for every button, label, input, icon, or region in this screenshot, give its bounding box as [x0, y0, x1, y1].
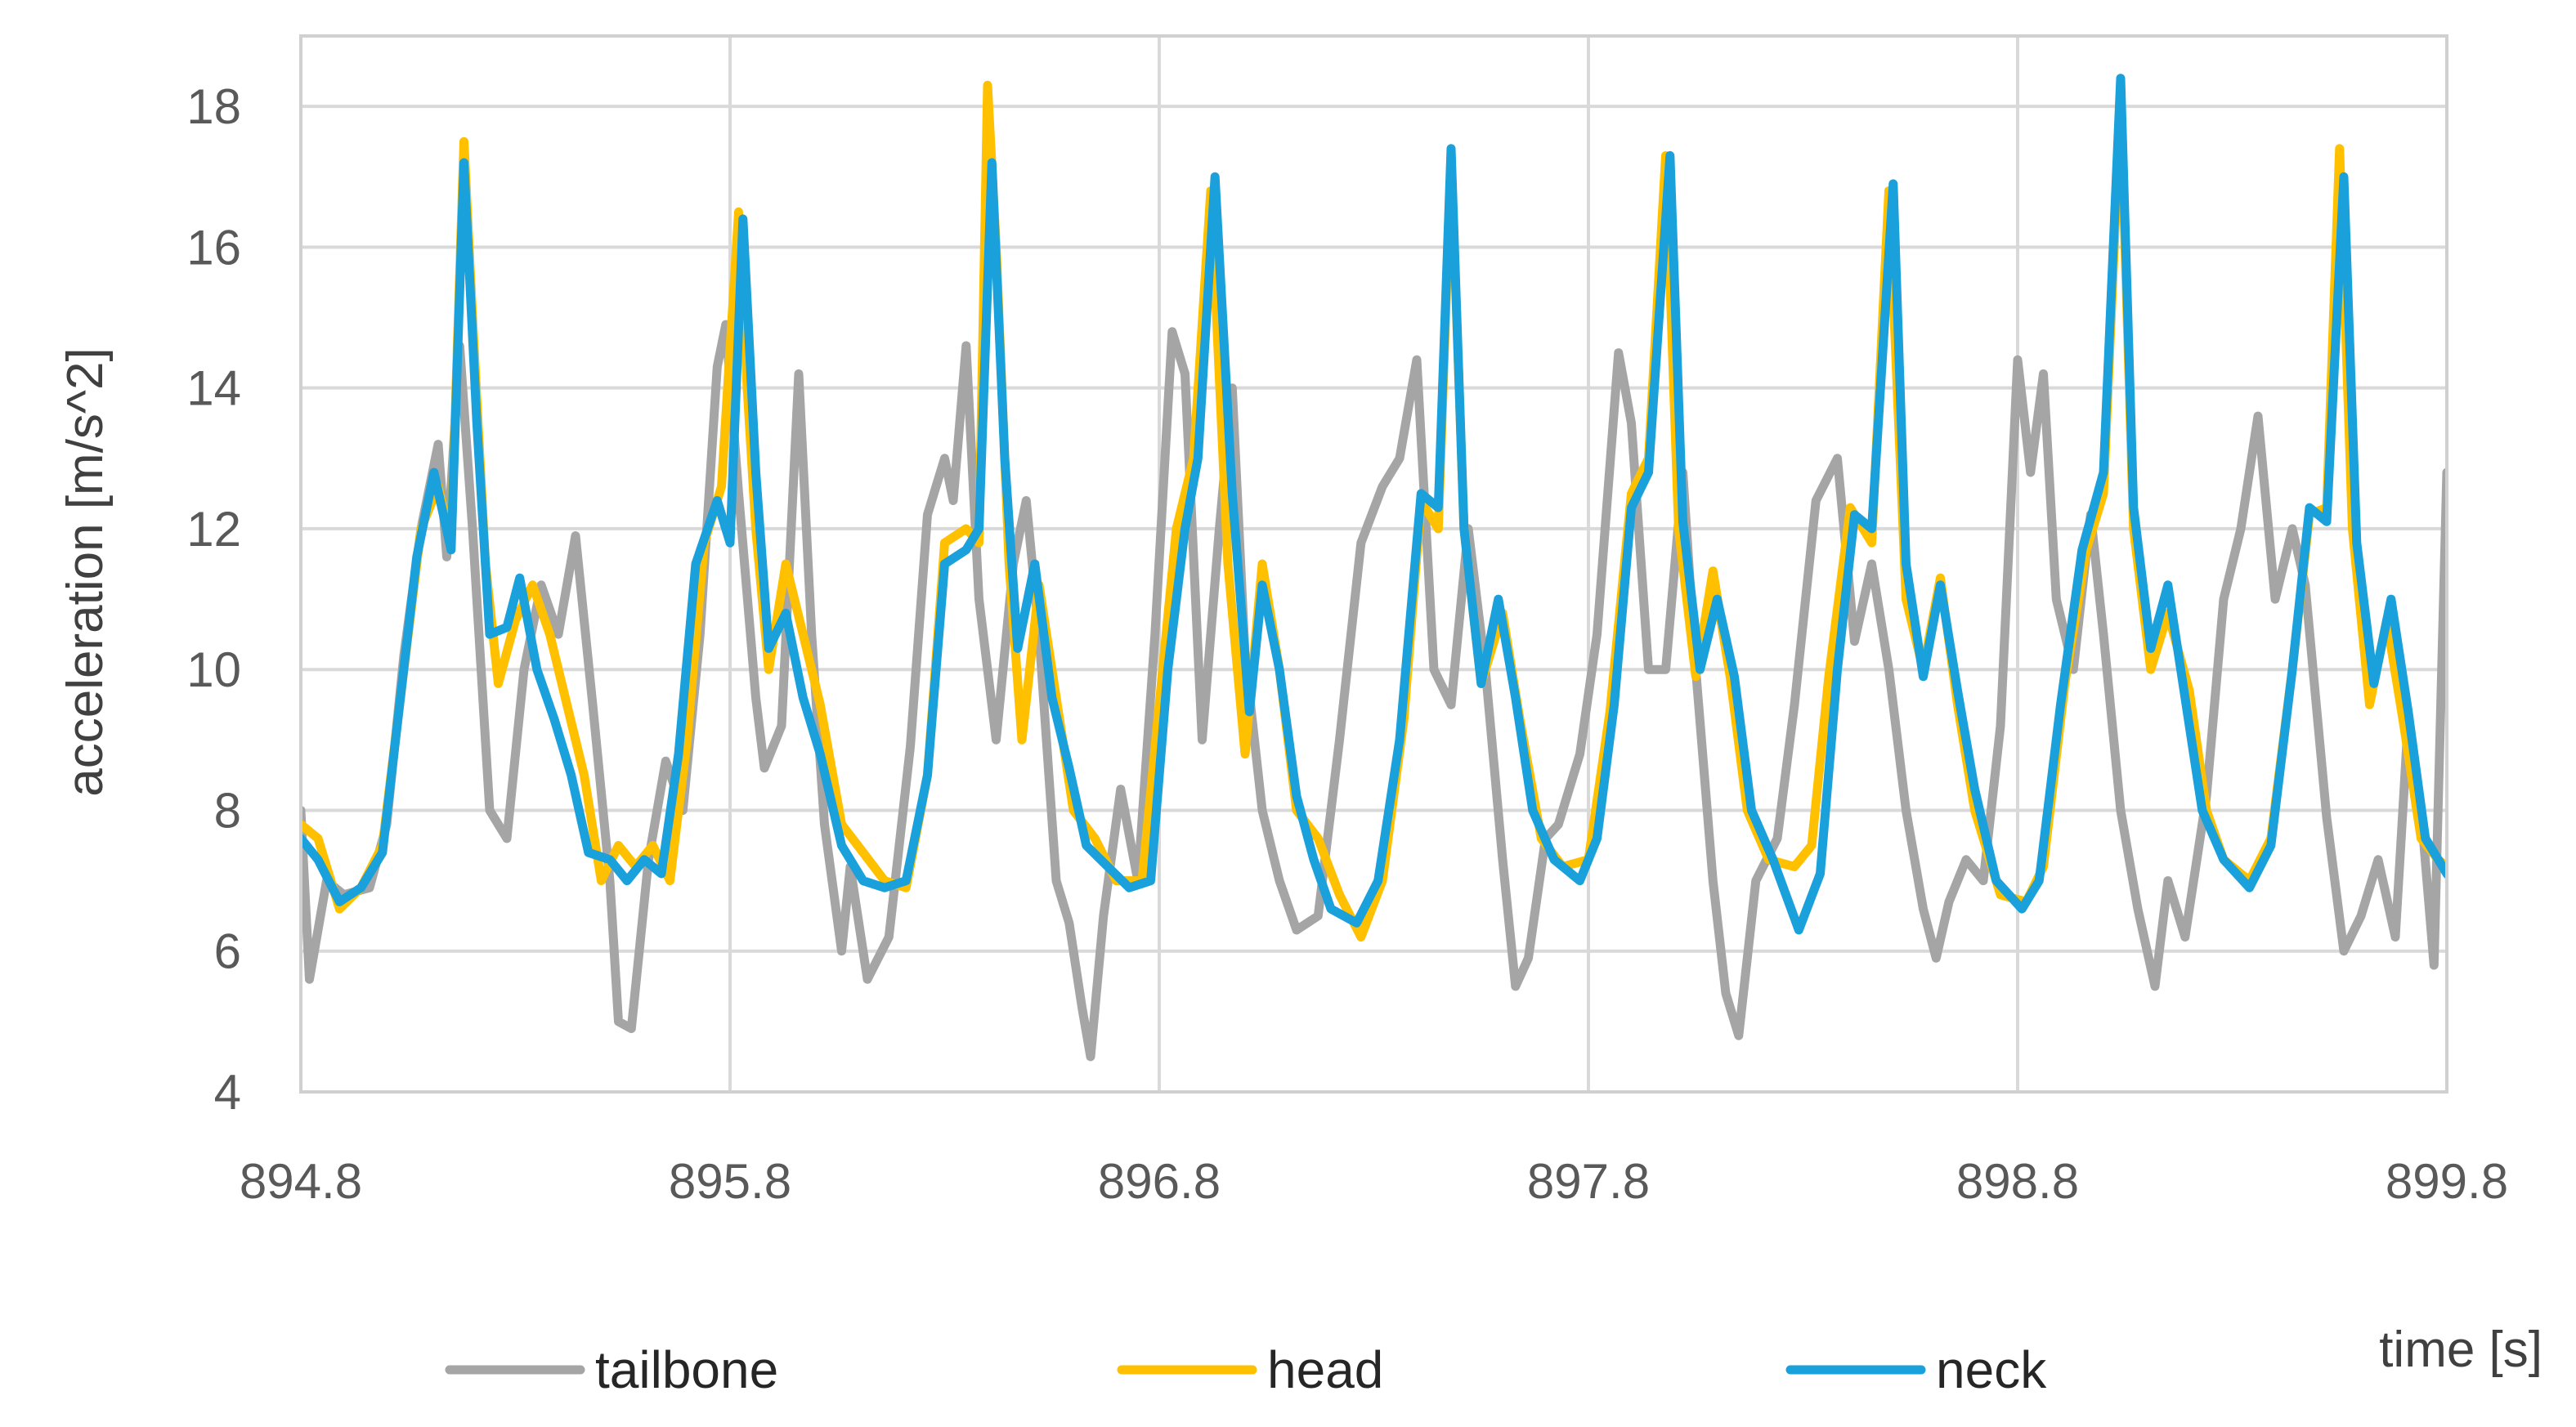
legend-label-neck: neck [1936, 1340, 2047, 1399]
plot-frame [299, 34, 2448, 1094]
x-tick-label: 897.8 [1527, 1154, 1650, 1209]
series-layer [301, 74, 2447, 1062]
legend-label-tailbone: tailbone [595, 1340, 778, 1399]
y-tick-label: 6 [214, 924, 241, 979]
y-axis-title: acceleration [m/s^2] [57, 347, 114, 796]
y-tick-label: 4 [214, 1065, 241, 1120]
y-tick-labels: 4 6 8 10 12 14 16 18 [186, 79, 241, 1120]
x-axis-title: time [s] [2379, 1322, 2542, 1378]
series-line-head [301, 80, 2447, 942]
y-tick-label: 10 [186, 642, 241, 697]
y-tick-label: 8 [214, 783, 241, 838]
y-tick-label: 18 [186, 79, 241, 134]
x-tick-label: 896.8 [1098, 1154, 1221, 1209]
x-tick-labels: 894.8 895.8 896.8 897.8 898.8 899.8 [240, 1154, 2508, 1209]
x-tick-label: 898.8 [1956, 1154, 2079, 1209]
legend: tailbone head neck [445, 1340, 2047, 1399]
x-tick-label: 894.8 [240, 1154, 362, 1209]
legend-label-head: head [1267, 1340, 1383, 1399]
x-tick-label: 899.8 [2386, 1154, 2508, 1209]
series-line-tailbone [301, 320, 2447, 1062]
y-tick-label: 12 [186, 502, 241, 557]
x-tick-label: 895.8 [669, 1154, 791, 1209]
series-line-neck [301, 74, 2447, 935]
y-tick-label: 14 [186, 361, 241, 416]
y-tick-label: 16 [186, 220, 241, 275]
